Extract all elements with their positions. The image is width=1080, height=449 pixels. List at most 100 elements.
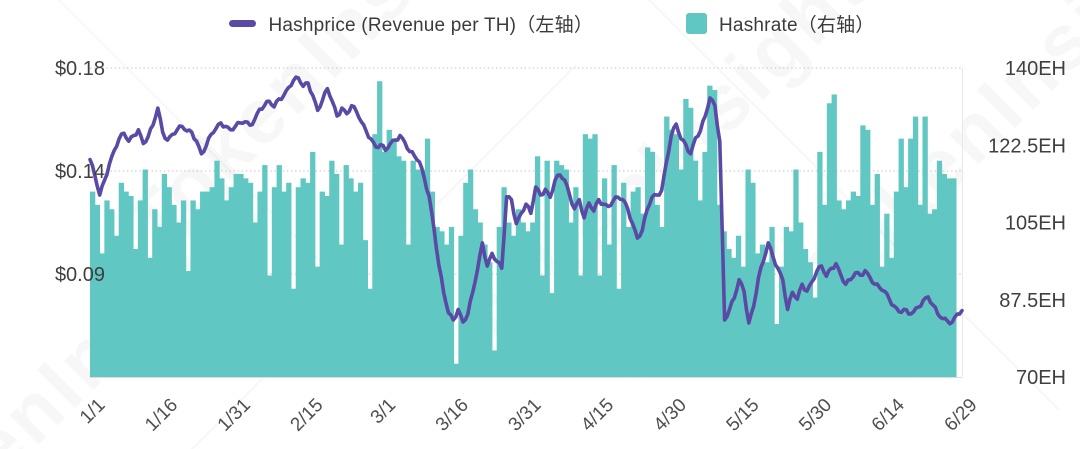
hashrate-square-swatch [686, 12, 708, 34]
left-axis-tick-label: $0.14 [55, 161, 105, 183]
hashrate-bar [223, 200, 230, 377]
x-axis-tick-label: 6/14 [868, 394, 909, 435]
hashrate-bar [286, 182, 292, 377]
hashrate-bar [688, 107, 694, 377]
hashrate-bar [836, 200, 842, 377]
hashrate-bar [578, 275, 584, 377]
hashrate-bar [305, 182, 311, 377]
x-axis-tick-label: 1/31 [214, 395, 255, 436]
hashrate-bar [487, 262, 493, 377]
hashrate-bar [511, 235, 517, 377]
hashrate-bar [534, 156, 541, 377]
hashrate-bar [290, 288, 297, 377]
hashrate-bar [893, 191, 900, 377]
hashrate-bar [171, 204, 177, 377]
hashrate-bar [109, 209, 115, 377]
hashrate-bar [697, 200, 703, 377]
hashrate-bar [573, 187, 579, 377]
hashrate-bar [252, 222, 258, 377]
right-axis-tick-label: 87.5EH [999, 290, 1066, 312]
hashrate-bar [587, 138, 593, 377]
hashrate-bar [281, 191, 287, 377]
x-axis-tick-label: 5/30 [795, 395, 836, 436]
hashrate-bar [845, 200, 852, 377]
hashrate-bar [338, 244, 345, 377]
hashrate-bar [568, 222, 574, 377]
hashrate-bar [137, 200, 144, 377]
hashrate-bar [94, 204, 101, 377]
hashrate-bar [711, 90, 718, 377]
x-axis-tick-label: 3/1 [367, 395, 401, 429]
hashprice-line-swatch [229, 19, 257, 27]
axis-frame [90, 68, 963, 378]
hashrate-bar [606, 244, 613, 377]
hashrate-bar [865, 129, 871, 377]
hashrate-bar [558, 165, 565, 377]
hashrate-bar [190, 200, 196, 377]
hashrate-bar [817, 151, 823, 377]
hashrate-bar [563, 169, 569, 377]
hashrate-bar [922, 116, 928, 377]
hashrate-bar [664, 116, 670, 377]
hashrate-bar [812, 297, 818, 377]
hashrate-bar [118, 182, 124, 377]
hashrate-bar [616, 288, 622, 377]
hashrate-bar [879, 266, 885, 377]
hashrate-bar [362, 240, 368, 377]
hashrate-bar [740, 266, 746, 377]
right-axis-tick-label: 105EH [1005, 213, 1066, 235]
hashrate-bar [822, 204, 828, 377]
hashrate-bar [334, 173, 340, 377]
hashrate-bar [927, 213, 933, 377]
x-axis-tick-label: 1/1 [76, 395, 110, 429]
hashrate-bar [372, 134, 378, 377]
hashrate-bar [247, 182, 254, 377]
hashrate-bar [324, 196, 330, 377]
hashrate-bar [759, 244, 766, 377]
x-axis-tick-label: 3/16 [432, 395, 473, 436]
hashprice-line [88, 75, 964, 326]
hashrate-bar [180, 200, 187, 377]
hashrate-bar [601, 178, 608, 377]
hashrate-bar [319, 191, 325, 377]
hashprice-line-path [88, 75, 964, 326]
hashrate-bar [903, 187, 909, 377]
hashrate-bar [678, 169, 684, 377]
hashrate-bar [807, 262, 813, 377]
legend-item-hashprice[interactable]: Hashprice (Revenue per TH)（左轴） [229, 10, 593, 37]
hashrate-bar [912, 116, 919, 377]
hashrate-bar [716, 204, 723, 377]
hashrate-bar [625, 226, 632, 377]
hashrate-bar [908, 138, 914, 377]
hashrate-bar [525, 231, 531, 377]
hashrate-bar [123, 191, 129, 377]
hashrate-bar [793, 169, 799, 377]
hashrate-bar [228, 187, 235, 377]
hashrate-bar [152, 209, 158, 377]
hashrate-bar [200, 191, 206, 377]
x-axis-tick-label: 4/15 [577, 395, 618, 436]
legend-item-hashrate[interactable]: Hashrate（右轴） [686, 10, 875, 37]
hashrate-bar [917, 204, 923, 377]
legend: Hashprice (Revenue per TH)（左轴） Hashrate（… [0, 8, 1080, 38]
hashrate-bar [238, 173, 244, 377]
hashrate-bar [400, 160, 407, 377]
hashrate-bar [582, 134, 589, 377]
left-axis-tick-label: $0.09 [55, 264, 105, 286]
hashrate-bar [936, 160, 943, 377]
hashrate-bar [343, 165, 349, 377]
hashrate-bar [386, 129, 392, 377]
hashrate-bar [295, 187, 302, 377]
hashrate-bar [367, 288, 373, 377]
left-axis-tick-label: $0.18 [55, 58, 105, 80]
hashrate-bar [860, 125, 866, 377]
hashrate-bar [429, 191, 435, 377]
hashrate-bar [195, 209, 201, 377]
hashrate-bar [90, 191, 96, 377]
hashrate-bar [774, 324, 780, 377]
hashrate-bar [874, 173, 880, 377]
hashrate-bar [778, 266, 785, 377]
hashrate-bar [357, 182, 364, 377]
hashrate-bar [692, 160, 699, 377]
hashrate-bar [391, 138, 397, 377]
